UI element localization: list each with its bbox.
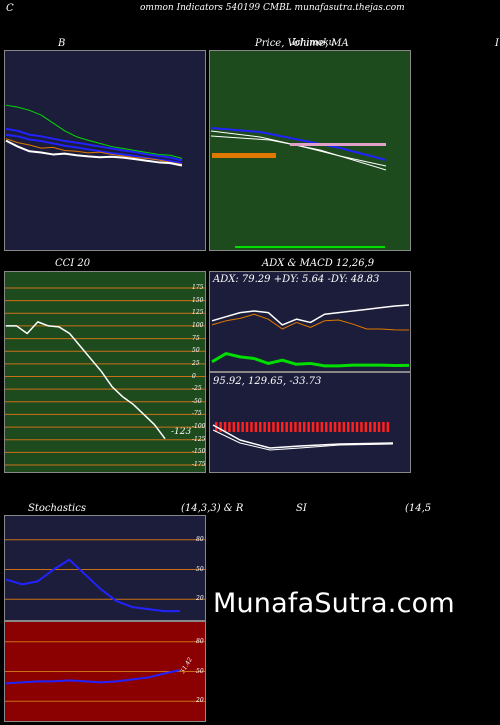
rsi-series-line — [5, 669, 181, 685]
macd-histogram-bar-7 — [245, 422, 249, 432]
macd-histogram-bar-26 — [329, 422, 332, 432]
macd-histogram-bar-12 — [267, 422, 271, 432]
macd-histogram-bar-30 — [347, 422, 350, 432]
macd-histogram-bar-5 — [237, 422, 240, 432]
macd-histogram-bar-28 — [338, 422, 341, 432]
stoch-tick-1: 50 — [196, 565, 204, 573]
macd-histogram-bar-15 — [281, 422, 284, 432]
macd-histogram-bar-2 — [223, 422, 227, 432]
adx-title: ADX & MACD 12,26,9 — [262, 258, 375, 269]
stoch-tick-0: 80 — [196, 535, 204, 543]
macd-histogram-bar-18 — [294, 422, 297, 432]
rsi-params: (14,5 — [405, 503, 432, 514]
macd-histogram-bar-33 — [360, 422, 363, 432]
macd-histogram-bar-29 — [342, 422, 346, 432]
stoch-series-line — [5, 558, 180, 613]
macd-histogram-bar-16 — [285, 422, 288, 432]
price-title: Price, Volume, MA — [255, 38, 349, 49]
adx-panel — [209, 271, 411, 372]
macd-histogram-bar-38 — [382, 422, 385, 432]
macd-histogram-bar-10 — [259, 422, 262, 432]
cci-tick-4: 75 — [192, 334, 200, 342]
macd-histogram-bar-32 — [355, 422, 359, 432]
macd-line — [212, 424, 394, 449]
macd-histogram-bar-3 — [228, 422, 231, 432]
price-ma-white — [210, 130, 387, 167]
stochastics-panel — [4, 515, 206, 621]
cci-tick-9: -50 — [192, 397, 202, 405]
macd-histogram-bar-1 — [219, 422, 222, 432]
cci-current-value: -123 — [171, 427, 192, 437]
macd-histogram-bar-25 — [325, 422, 328, 432]
page-title: ommon Indicators 540199 CMBL munafasutra… — [140, 3, 405, 13]
rsi-tick-2: 20 — [196, 697, 204, 705]
cci-title: CCI 20 — [55, 258, 91, 269]
macd-histogram-bar-6 — [241, 422, 244, 432]
macd-histogram-bar-11 — [263, 422, 266, 432]
cci-tick-7: 0 — [192, 372, 196, 380]
cci-tick-3: 100 — [192, 321, 204, 329]
macd-histogram-bar-22 — [311, 422, 315, 432]
macd-histogram-bar-21 — [307, 422, 310, 432]
cci-tick-13: -150 — [192, 448, 206, 456]
macd-histogram-bar-23 — [316, 422, 319, 432]
macd-histogram-bar-35 — [369, 422, 372, 432]
rsi-tick-0: 80 — [196, 637, 204, 645]
cci-tick-0: 175 — [192, 284, 204, 291]
price-panel — [209, 50, 411, 251]
adx-series-2 — [211, 313, 410, 331]
rsi-tick-1: 50 — [196, 667, 204, 675]
cci-tick-11: -100 — [192, 423, 206, 431]
cci-tick-10: -75 — [192, 410, 202, 418]
macd-histogram-bar-19 — [298, 422, 302, 432]
macd-histogram-bar-24 — [320, 422, 324, 432]
stoch-tick-2: 20 — [196, 595, 204, 603]
macd-histogram-bar-27 — [333, 422, 337, 432]
macd-histogram-bar-17 — [289, 422, 293, 432]
adx-series-1 — [211, 352, 410, 368]
cci-tick-8: -25 — [192, 385, 202, 393]
cci-tick-12: -125 — [192, 435, 206, 443]
macd-histogram-bar-39 — [386, 422, 390, 432]
macd-histogram-bar-34 — [364, 422, 368, 432]
bollinger-panel — [4, 50, 206, 251]
watermark: MunafaSutra.com — [213, 588, 455, 619]
macd-readout: 95.92, 129.65, -33.73 — [213, 376, 322, 387]
rsi-title: SI — [296, 503, 307, 514]
stochastics-params: (14,3,3) & R — [181, 503, 244, 514]
macd-histogram-bar-9 — [254, 422, 258, 432]
cci-tick-5: 50 — [192, 347, 200, 355]
macd-histogram-bar-20 — [303, 422, 306, 432]
bollinger-title: B — [58, 38, 66, 49]
cci-series-line — [6, 321, 166, 440]
cci-tick-14: -175 — [192, 461, 206, 468]
third-panel-title: I — [495, 38, 499, 49]
price-volume-band — [212, 153, 276, 158]
adx-series-0 — [211, 304, 410, 326]
bollinger-series-4 — [5, 139, 183, 167]
cci-tick-6: 25 — [192, 359, 200, 367]
bollinger-series-0 — [5, 104, 183, 159]
cci-tick-1: 150 — [192, 296, 204, 304]
price-ma-blue — [210, 127, 387, 161]
cci-tick-2: 125 — [192, 309, 204, 317]
stochastics-title: Stochastics — [28, 503, 86, 514]
macd-histogram-bar-31 — [351, 422, 354, 432]
macd-histogram-bar-4 — [232, 422, 236, 432]
price-overlay-label: Ichimoku — [292, 38, 335, 48]
price-volume-base — [235, 246, 385, 248]
bollinger-series-2 — [5, 133, 183, 165]
macd-histogram-bar-13 — [272, 422, 275, 432]
price-cloud-band — [290, 143, 386, 146]
macd-histogram-bar-8 — [250, 422, 253, 432]
adx-readout: ADX: 79.29 +DY: 5.64 -DY: 48.83 — [213, 274, 380, 285]
header-left-letter: C — [6, 3, 14, 14]
bollinger-series-3 — [5, 138, 183, 165]
macd-histogram-bar-14 — [276, 422, 280, 432]
bollinger-series-1 — [5, 127, 183, 162]
macd-histogram-bar-37 — [377, 422, 381, 432]
macd-histogram-bar-36 — [373, 422, 376, 432]
macd-signal — [212, 429, 394, 451]
